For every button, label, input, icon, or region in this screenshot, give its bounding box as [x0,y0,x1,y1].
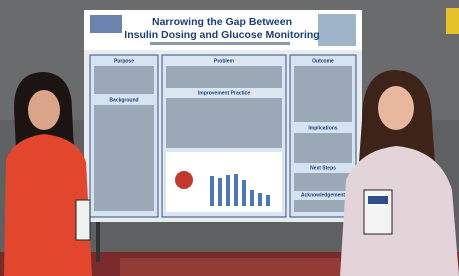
building-photo [318,14,356,46]
section-heading: Acknowledgement [301,192,346,198]
text-block [294,133,352,163]
text-block [94,66,154,94]
photo: Narrowing the Gap Between Insulin Dosing… [0,0,459,276]
text-block [294,173,352,191]
face [378,86,414,130]
badge [76,200,90,240]
figure-bar [234,174,238,206]
text-block [294,200,352,212]
figure-bar [218,178,222,206]
figure-bar [266,195,270,206]
poster-title: Insulin Dosing and Glucose Monitoring [124,29,319,41]
section-heading: Purpose [114,58,134,64]
text-block [166,66,282,88]
carpet-pattern [120,258,340,276]
badge-band [368,196,388,204]
figure-bar [258,193,262,206]
figure-bar [242,180,246,206]
text-block [294,66,352,122]
section-heading: Outcome [312,58,334,64]
figure-bar [226,175,230,206]
face [28,90,60,130]
section-heading: Background [109,97,138,103]
section-heading: Problem [214,58,235,64]
figure-bar [210,176,214,206]
text-block [166,98,282,148]
stand-leg [96,222,100,262]
figure-bar [250,190,254,206]
page: {"poster": {"title_lines": ["Narrowing t… [0,0,459,276]
logo [90,15,122,33]
figure-icon [175,171,193,189]
text-block [94,105,154,211]
sign [446,8,459,34]
section-heading: Implications [308,125,337,131]
authors [150,42,290,45]
poster-title: Narrowing the Gap Between [152,16,292,28]
section-heading: Improvement Practice [198,90,250,96]
section-heading: Next Steps [310,165,336,171]
